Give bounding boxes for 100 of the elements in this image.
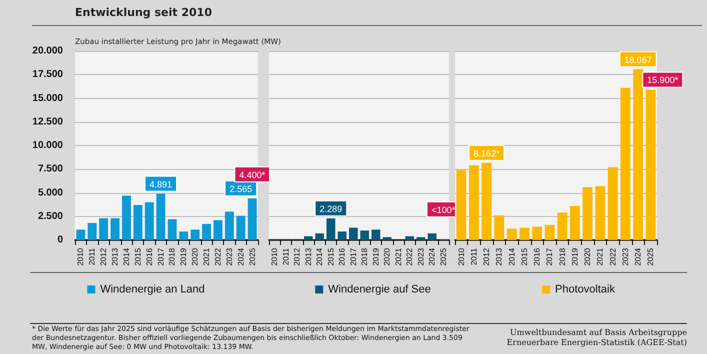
x-tick-label: 2017 [348, 247, 358, 266]
x-tick-label: 2022 [213, 247, 222, 266]
bar [168, 219, 177, 240]
legend-label: Windenergie auf See [328, 284, 431, 296]
bar [456, 170, 466, 240]
x-tick-label: 2010 [270, 247, 280, 266]
x-tick-label: 2015 [520, 247, 529, 266]
x-tick-label: 2020 [190, 247, 200, 266]
x-tick-label: 2019 [179, 247, 188, 266]
bar [202, 224, 211, 240]
bar [248, 198, 257, 240]
x-tick-label: 2021 [202, 247, 212, 266]
x-tick-label: 2018 [168, 247, 177, 266]
bar [133, 205, 142, 240]
x-tick-label: 2020 [382, 247, 392, 266]
bar [224, 212, 234, 240]
x-tick-label: 2017 [156, 247, 166, 266]
bar [557, 212, 568, 240]
data-label: 18.067 [624, 54, 652, 65]
x-tick-label: 2021 [394, 247, 403, 266]
bar [190, 230, 200, 240]
y-tick-label: 2.500 [38, 210, 64, 222]
x-tick-label: 2010 [76, 247, 86, 266]
y-tick-label: 15.000 [32, 92, 64, 104]
data-label: 2.289 [320, 204, 342, 214]
x-tick-label: 2022 [405, 247, 414, 266]
bar [236, 216, 246, 240]
x-tick-label: 2014 [315, 247, 324, 266]
bar [428, 233, 437, 240]
x-tick-label: 2024 [236, 247, 246, 266]
text: Umweltbundesamt auf Basis Arbeitsgruppe Erneuerbare Energien-Statistik (AGEE-Stat) [506, 328, 687, 347]
x-tick-label: 2013 [494, 247, 504, 266]
x-tick-label: 2013 [304, 247, 313, 266]
bar [214, 220, 222, 240]
x-tick-label: 2013 [110, 247, 120, 266]
bar [544, 224, 555, 240]
bar [156, 194, 166, 240]
data-label: 4.891 [150, 179, 172, 190]
data-label: 4.400* [239, 170, 266, 180]
x-tick-label: 2011 [281, 247, 290, 266]
data-label: 8.162* [474, 148, 500, 158]
bar [144, 202, 154, 240]
x-tick-label: 2022 [608, 247, 618, 266]
x-tick-label: 2011 [88, 247, 97, 266]
bar [582, 187, 592, 240]
x-tick-label: 2015 [133, 247, 142, 266]
bar [532, 226, 542, 240]
bar [179, 231, 188, 240]
bar [360, 230, 370, 240]
legend-label: Photovoltaik [555, 284, 616, 296]
x-tick-label: 2016 [532, 247, 542, 266]
y-tick-label: 10.000 [32, 140, 64, 151]
data-label: 15.900* [647, 75, 679, 86]
bar [520, 228, 530, 240]
bar [76, 230, 86, 240]
x-tick-label: 2024 [634, 247, 643, 266]
x-tick-label: 2012 [292, 247, 302, 266]
x-tick-label: 2023 [620, 247, 630, 266]
data-label: 2.565 [230, 184, 252, 194]
bar [620, 88, 630, 240]
bar [99, 218, 108, 240]
x-tick-label: 2014 [507, 247, 516, 266]
x-tick-label: 2018 [558, 247, 567, 266]
x-tick-label: 2012 [482, 247, 492, 266]
bar [338, 231, 347, 240]
x-tick-label: 2016 [338, 247, 347, 266]
bar [646, 90, 656, 240]
x-tick-label: 2018 [360, 247, 370, 266]
bar [348, 228, 358, 240]
x-tick-label: 2023 [416, 247, 426, 266]
y-tick-label: 7.500 [38, 164, 64, 175]
x-tick-label: 2019 [371, 247, 380, 266]
x-tick-label: 2011 [469, 247, 478, 266]
x-tick-label: 2020 [583, 247, 592, 266]
x-tick-label: 2025 [646, 247, 656, 266]
bar [405, 236, 414, 240]
x-tick-label: 2024 [428, 247, 437, 266]
x-tick-label: 2015 [326, 247, 336, 266]
bar [315, 233, 324, 240]
bar [304, 236, 313, 240]
bar [326, 218, 336, 240]
x-tick-label: 2016 [144, 247, 154, 266]
x-tick-label: 2023 [224, 247, 234, 266]
y-tick-label: 5.000 [38, 187, 64, 198]
data-label: <100* [431, 204, 456, 215]
bar [88, 222, 97, 240]
legend-label: Windenergie an Land [100, 284, 205, 296]
bar [371, 230, 380, 240]
bar [506, 228, 517, 240]
chart-subtitle: Entwicklung seit 2010 [75, 6, 212, 19]
bar [608, 167, 618, 240]
y-tick-label: 17.500 [32, 69, 64, 80]
y-tick-label: 12.500 [32, 116, 64, 128]
x-tick-label: 2021 [596, 247, 605, 266]
x-tick-label: 2010 [456, 247, 466, 266]
bar [494, 215, 504, 240]
x-tick-label: 2025 [248, 247, 257, 266]
bar [633, 69, 643, 240]
x-tick-label: 2014 [122, 247, 131, 266]
bar [482, 162, 492, 240]
